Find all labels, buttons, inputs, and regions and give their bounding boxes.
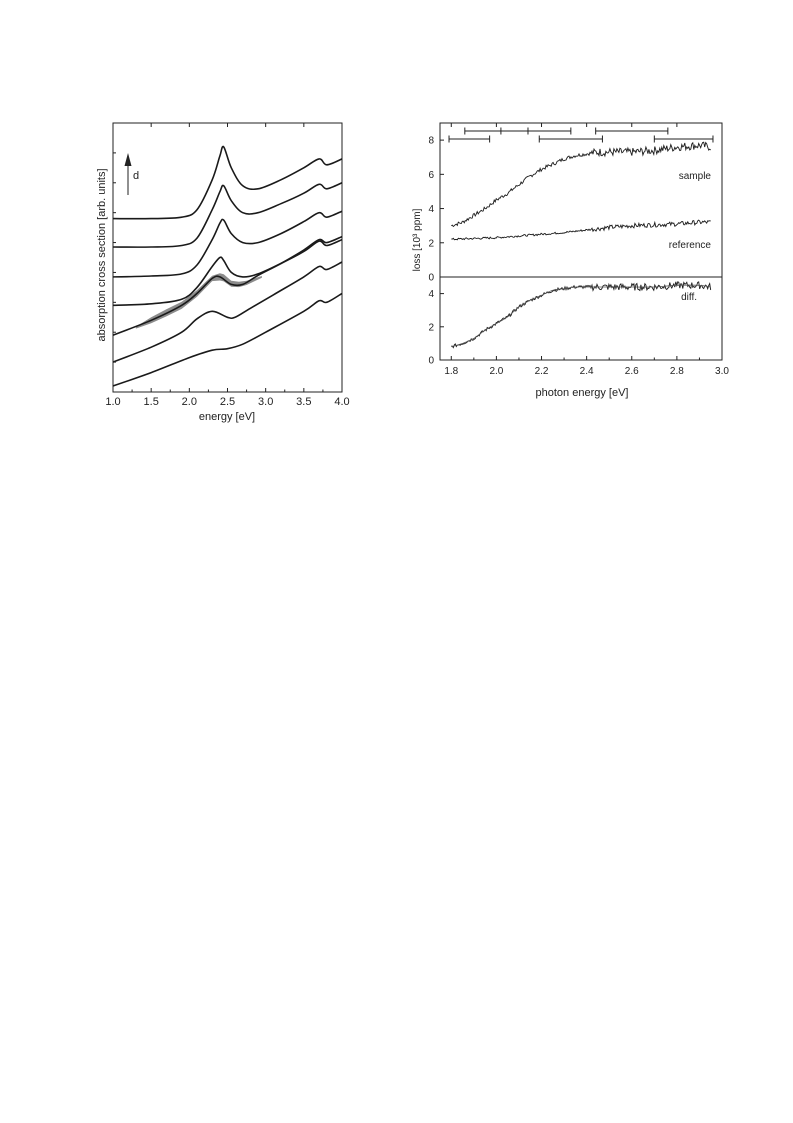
right-x-tick-label: 2.0	[489, 366, 503, 377]
spectrum-curve-6	[112, 261, 343, 363]
left-x-tick-label: 2.0	[182, 396, 197, 408]
left-x-tick-label: 2.5	[220, 396, 235, 408]
spectrum-curve-1	[112, 145, 343, 220]
spectrum-curve-7	[112, 292, 343, 387]
difference-fit-curve	[451, 284, 711, 348]
right-x-tick-label: 3.0	[715, 366, 729, 377]
right-x-axis-label: photon energy [eV]	[536, 387, 629, 399]
right-x-tick-label: 2.4	[580, 366, 594, 377]
right-axis-ticks: 1.8 2.0 2.2 2.4 2.6 2.8 3.0 0 2 4 6 8 0 2 4	[428, 123, 729, 377]
upper-y-tick-label: 4	[428, 204, 434, 215]
lower-y-tick-label: 4	[428, 289, 434, 300]
right-x-tick-label: 2.2	[535, 366, 549, 377]
spectrum-curve-2	[112, 182, 343, 248]
spectrum-curve-4	[112, 238, 343, 307]
lower-y-tick-label: 2	[428, 322, 434, 333]
d-arrow: d	[124, 153, 139, 195]
left-y-axis-label: absorption cross section [arb. units]	[96, 168, 108, 341]
left-x-tick-label: 3.5	[296, 396, 311, 408]
upper-y-tick-label: 2	[428, 238, 434, 249]
left-series-group	[112, 145, 343, 387]
right-series-group	[451, 141, 712, 349]
left-x-tick-label: 1.5	[144, 396, 159, 408]
lower-y-tick-label: 0	[428, 356, 434, 367]
d-arrow-head	[124, 153, 132, 166]
left-x-tick-label: 3.0	[258, 396, 273, 408]
measurement-intervals	[448, 127, 714, 143]
right-chart: 1.8 2.0 2.2 2.4 2.6 2.8 3.0 0 2 4 6 8 0 2 4 sample ref…	[412, 122, 729, 399]
uncertainty-band	[135, 273, 262, 329]
spectrum-curve-5	[112, 235, 343, 336]
left-chart: 1.0 1.5 2.0 2.5 3.0 3.5 4.0 energy [eV] absorp…	[96, 122, 350, 423]
left-x-tick-label: 1.0	[105, 396, 120, 408]
d-arrow-label: d	[133, 170, 139, 182]
sample-curve	[451, 141, 711, 228]
sample-label: sample	[679, 171, 712, 182]
reference-curve	[451, 219, 711, 241]
reference-label: reference	[669, 240, 712, 251]
difference-curve	[451, 281, 712, 349]
upper-y-tick-label: 0	[428, 273, 434, 284]
right-x-tick-label: 2.6	[625, 366, 639, 377]
left-plot-frame	[112, 122, 343, 393]
left-x-axis-ticks: 1.0 1.5 2.0 2.5 3.0 3.5 4.0	[105, 123, 350, 408]
upper-y-tick-label: 6	[428, 170, 434, 181]
right-plot-frame	[439, 122, 723, 361]
upper-y-tick-label: 8	[428, 136, 434, 147]
right-x-tick-label: 1.8	[444, 366, 458, 377]
right-x-tick-label: 2.8	[670, 366, 684, 377]
left-x-axis-label: energy [eV]	[199, 411, 255, 423]
right-y-axis-label: loss [10³ ppm]	[412, 208, 423, 271]
spectrum-curve-3	[112, 210, 343, 278]
diff-label: diff.	[681, 292, 697, 303]
left-x-tick-label: 4.0	[334, 396, 349, 408]
